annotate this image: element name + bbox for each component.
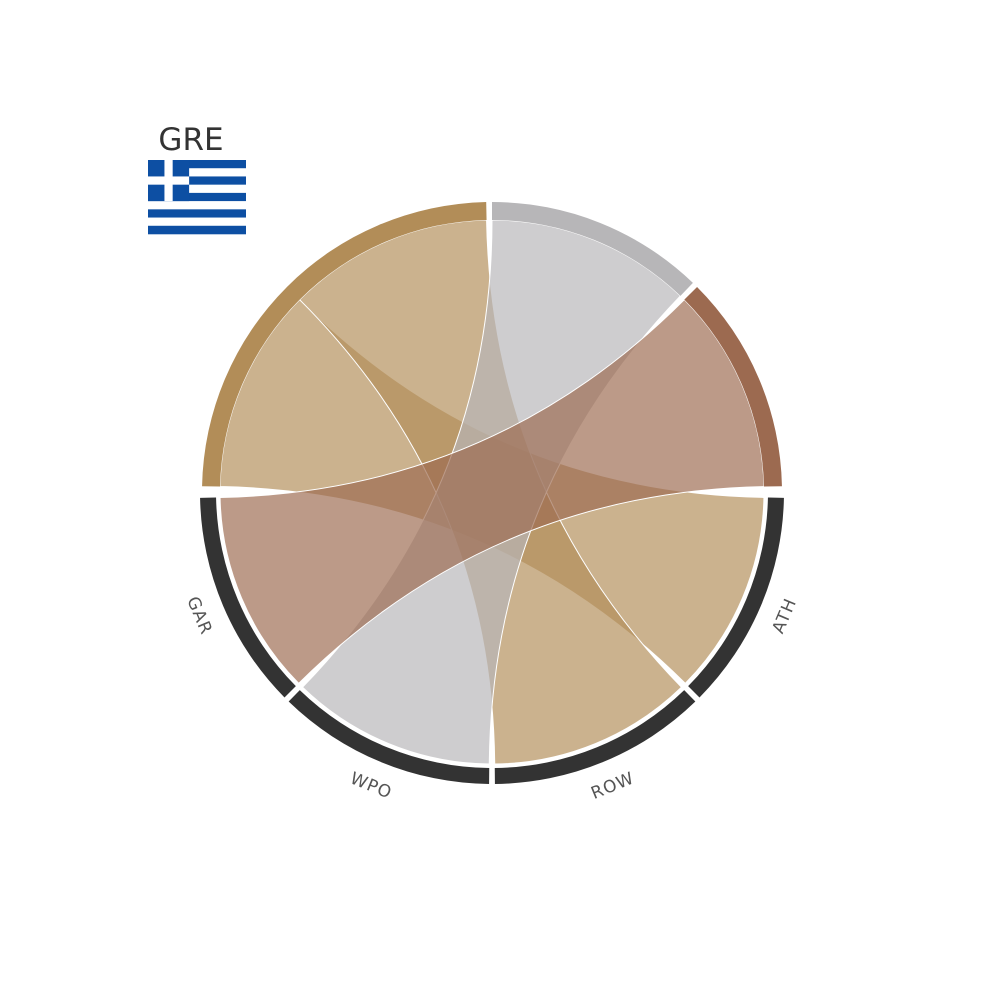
sport-arc-row [494, 690, 696, 784]
country-code-label: GRE [158, 122, 223, 158]
greece-flag-icon [148, 160, 246, 235]
chord-ribbon-bronze-gar [219, 298, 765, 685]
sport-arc-wpo [288, 690, 490, 784]
sport-arc-ath [688, 497, 784, 698]
flag-stripe [148, 217, 246, 227]
medal-arc-silver [492, 202, 693, 296]
medal-arc-gold [202, 202, 487, 487]
chord-ribbons [219, 219, 765, 765]
medal-arcs [202, 202, 782, 487]
flag-stripe [148, 225, 246, 235]
flag-stripe [148, 192, 246, 202]
sport-arc-gar [200, 497, 296, 698]
sport-label-gar: GAR [182, 594, 216, 638]
flag-cross-vertical [164, 160, 173, 202]
sport-label-wpo: WPO [347, 769, 395, 804]
flag-stripe [148, 201, 246, 210]
flag-stripe [148, 209, 246, 218]
medal-arc-bronze [684, 286, 782, 487]
flag-stripe [148, 168, 246, 177]
flag-stripe [148, 176, 246, 185]
sport-label-row: ROW [588, 768, 637, 804]
sport-arcs [200, 497, 784, 784]
country-flag-block: GRE [148, 122, 246, 235]
flag-stripe [148, 160, 246, 169]
flag-stripe [148, 184, 246, 194]
sport-label-ath: ATH [769, 595, 802, 636]
